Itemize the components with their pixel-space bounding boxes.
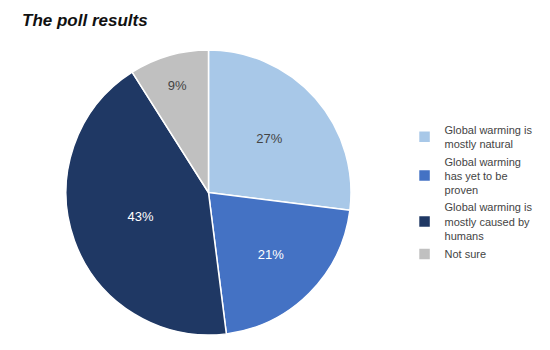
svg-text:Global warming ismostly caused: Global warming ismostly caused byhumans <box>445 201 533 242</box>
svg-text:Global warming ismostly natura: Global warming ismostly natural <box>445 124 533 150</box>
svg-text:Global warminghas yet to bepro: Global warminghas yet to beproven <box>445 156 521 197</box>
svg-text:9%: 9% <box>168 78 187 93</box>
svg-text:27%: 27% <box>256 131 282 146</box>
svg-text:21%: 21% <box>258 247 284 262</box>
svg-text:43%: 43% <box>127 209 153 224</box>
svg-text:The poll results: The poll results <box>22 11 148 30</box>
svg-text:Not sure: Not sure <box>445 248 487 260</box>
